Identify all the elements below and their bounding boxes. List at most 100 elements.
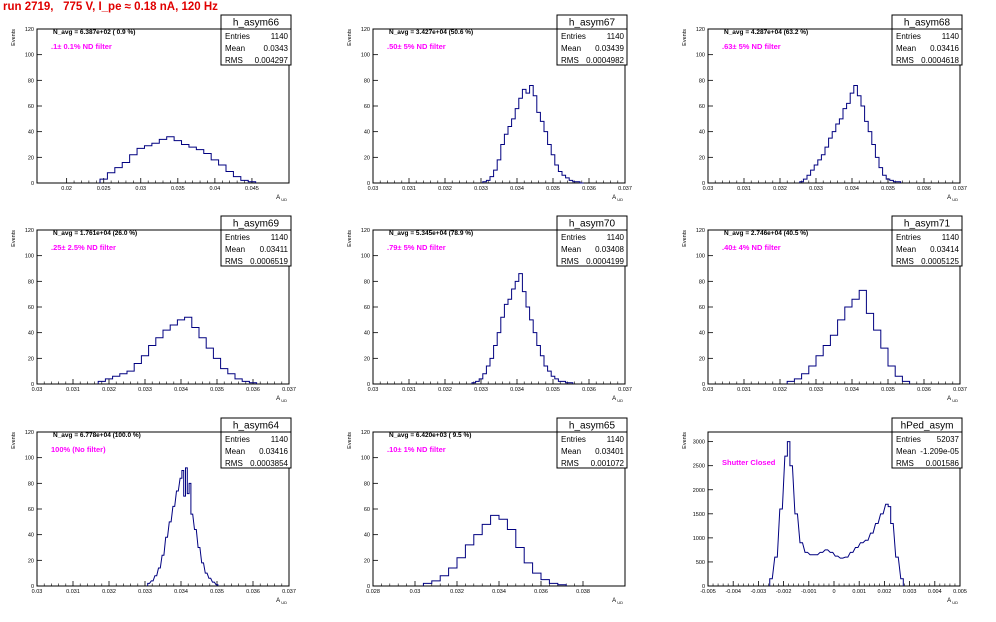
histogram-bin	[555, 165, 559, 183]
x-tick-label: 0.035	[881, 387, 895, 393]
y-axis-title: Events	[347, 230, 353, 247]
histogram-bin	[818, 160, 822, 183]
histogram-bin	[838, 320, 845, 384]
x-tick-label: 0.033	[809, 387, 823, 393]
x-tick-label: 0.035	[210, 387, 224, 393]
x-tick-label: 0.033	[138, 589, 152, 595]
y-tick-label: 0	[31, 584, 34, 590]
histogram-panel-6: 0 20 40 60 80 100 120 0.03 0.031 0.032 0.033 0.034 0…	[11, 417, 296, 605]
stats-label: Mean	[896, 447, 916, 456]
histogram-bin	[795, 514, 798, 586]
navg-label: N_avg = 6.387e+02 ( 0.9 %)	[53, 29, 135, 36]
histogram-panel-3: 0 20 40 60 80 100 120 0.03 0.031 0.032 0.033 0.034 0…	[11, 215, 296, 403]
y-axis-title: Events	[11, 29, 17, 46]
y-tick-label: 40	[28, 533, 34, 539]
histogram-bin	[519, 98, 523, 183]
stats-value: 0.0343	[264, 44, 289, 53]
filter-label: .10± 1% ND filter	[387, 445, 446, 454]
x-tick-label: 0.04	[210, 186, 221, 192]
histogram-bin	[785, 456, 788, 586]
x-axis-title: A UD	[947, 598, 958, 605]
histogram-line	[147, 467, 219, 586]
x-tick-label: -0.003	[751, 589, 767, 595]
histogram-bin	[540, 356, 544, 384]
histogram-bin	[533, 333, 537, 384]
y-tick-label: 0	[31, 181, 34, 187]
histogram-bin	[830, 552, 833, 586]
histogram-bin	[199, 338, 206, 384]
x-tick-label: 0.028	[366, 589, 380, 595]
histogram-panel-2: 0 20 40 60 80 100 120 0.03 0.031 0.032 0.033 0.034 0…	[682, 14, 967, 202]
histogram-bin	[206, 348, 213, 384]
stats-value: -1.209e-05	[920, 447, 959, 456]
histogram-line	[422, 514, 567, 586]
histogram-bin	[516, 548, 524, 587]
y-tick-label: 40	[364, 331, 370, 337]
histogram-panel-0: 0 20 40 60 80 100 120 0.02 0.025 0.03 0.035 0.04 0.0…	[11, 14, 292, 202]
x-axis-title: A UD	[276, 195, 287, 202]
histogram-title: h_asym65	[569, 421, 616, 432]
histogram-bin	[494, 346, 498, 385]
navg-label: N_avg = 4.287e+04 (63.2 %)	[724, 29, 808, 36]
histogram-bin	[850, 93, 854, 183]
histogram-bin	[169, 522, 171, 586]
filter-label: .25± 2.5% ND filter	[51, 243, 116, 252]
x-tick-label: 0.034	[845, 387, 859, 393]
x-axis-title: A UD	[612, 195, 623, 202]
x-tick-label: 0.002	[878, 589, 892, 595]
histogram-bin	[872, 145, 876, 184]
x-tick-label: 0.035	[546, 186, 560, 192]
navg-label: N_avg = 1.761e+04 (26.0 %)	[53, 230, 137, 237]
histogram-bin	[508, 127, 512, 183]
y-tick-label: 3000	[693, 440, 705, 446]
histogram-bin	[533, 96, 537, 183]
histogram-bin	[486, 366, 490, 384]
x-tick-label: 0.045	[245, 186, 259, 192]
x-tick-label: 0.004	[928, 589, 942, 595]
histogram-bin	[866, 540, 869, 586]
x-tick-label: 0.036	[534, 589, 548, 595]
histogram-bin	[432, 581, 440, 586]
histogram-bin	[881, 348, 888, 384]
histogram-bin	[515, 281, 519, 384]
histogram-bin	[845, 557, 848, 586]
x-tick-label: 0.036	[582, 387, 596, 393]
histogram-bin	[830, 335, 837, 384]
y-tick-label: 100	[361, 53, 370, 59]
histogram-bin	[507, 530, 515, 586]
histogram-bin	[180, 478, 182, 586]
stats-label: RMS	[225, 459, 243, 468]
histogram-bin	[866, 313, 873, 384]
y-tick-label: 100	[361, 456, 370, 462]
filter-label: .1± 0.1% ND filter	[51, 42, 112, 51]
x-tick-label: 0.001	[852, 589, 866, 595]
histogram-bin	[134, 363, 141, 384]
histogram-bin	[541, 580, 549, 586]
histogram-bin	[780, 509, 783, 586]
y-tick-label: 100	[25, 254, 34, 260]
histogram-bin	[474, 535, 482, 586]
histogram-bin	[130, 155, 137, 183]
y-tick-label: 120	[361, 27, 370, 33]
histogram-panel-5: 0 20 40 60 80 100 120 0.03 0.031 0.032 0.033 0.034 0…	[682, 215, 967, 403]
y-tick-label: 20	[364, 558, 370, 564]
histogram-bin	[811, 170, 815, 183]
x-axis-title: A UD	[947, 396, 958, 403]
histogram-bin	[182, 145, 189, 184]
y-tick-label: 120	[361, 228, 370, 234]
stats-label: RMS	[896, 459, 914, 468]
histogram-bin	[163, 330, 170, 384]
stats-label: Entries	[561, 32, 586, 41]
y-tick-label: 60	[699, 305, 705, 311]
histogram-bin	[219, 165, 226, 183]
histogram-bin	[440, 576, 448, 586]
histogram-bin	[191, 514, 193, 586]
histogram-bin	[156, 338, 163, 384]
y-tick-label: 40	[699, 130, 705, 136]
histogram-bin	[881, 514, 884, 586]
x-tick-label: 0.025	[97, 186, 111, 192]
histogram-bin	[457, 558, 465, 586]
histogram-panel-7: 0 20 40 60 80 100 120 0.028 0.03 0.032 0.034 0.036 0…	[347, 417, 628, 605]
histogram-bin	[794, 379, 801, 384]
